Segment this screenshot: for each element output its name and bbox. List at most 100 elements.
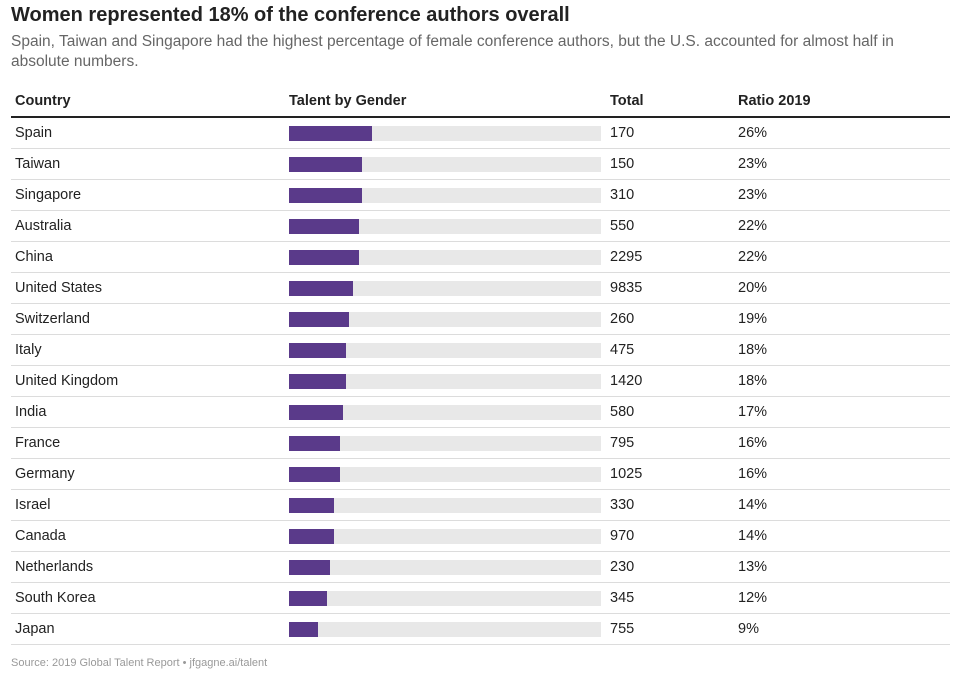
bar bbox=[289, 591, 327, 606]
ratio-value: 17% bbox=[738, 404, 768, 420]
table-row: Japan 755 9% bbox=[11, 614, 950, 645]
total-value: 230 bbox=[610, 559, 635, 575]
table-row: China 2295 22% bbox=[11, 242, 950, 273]
table-row: Spain 170 26% bbox=[11, 118, 950, 149]
ratio-value: 9% bbox=[738, 621, 759, 637]
table-row: Netherlands 230 13% bbox=[11, 552, 950, 583]
column-header-country: Country bbox=[15, 93, 71, 109]
total-value: 1025 bbox=[610, 466, 643, 482]
bar-track bbox=[289, 188, 601, 203]
column-header-talent: Talent by Gender bbox=[289, 93, 407, 109]
country-label: Canada bbox=[15, 528, 66, 544]
ratio-value: 23% bbox=[738, 156, 768, 172]
chart-title: Women represented 18% of the conference … bbox=[11, 4, 570, 26]
total-value: 260 bbox=[610, 311, 635, 327]
table-row: United States 9835 20% bbox=[11, 273, 950, 304]
country-label: Germany bbox=[15, 466, 75, 482]
table-row: India 580 17% bbox=[11, 397, 950, 428]
country-label: Taiwan bbox=[15, 156, 61, 172]
country-label: China bbox=[15, 249, 53, 265]
table-row: Canada 970 14% bbox=[11, 521, 950, 552]
bar bbox=[289, 436, 340, 451]
total-value: 2295 bbox=[610, 249, 643, 265]
table-row: France 795 16% bbox=[11, 428, 950, 459]
column-header-ratio: Ratio 2019 bbox=[738, 93, 811, 109]
table-row: Switzerland 260 19% bbox=[11, 304, 950, 335]
total-value: 9835 bbox=[610, 280, 643, 296]
bar-track bbox=[289, 312, 601, 327]
total-value: 310 bbox=[610, 187, 635, 203]
ratio-value: 13% bbox=[738, 559, 768, 575]
chart-subtitle: Spain, Taiwan and Singapore had the high… bbox=[11, 33, 894, 70]
table-row: Italy 475 18% bbox=[11, 335, 950, 366]
bar bbox=[289, 622, 318, 637]
country-label: South Korea bbox=[15, 590, 96, 606]
total-value: 970 bbox=[610, 528, 635, 544]
table-row: South Korea 345 12% bbox=[11, 583, 950, 614]
table-header: Country Talent by Gender Total Ratio 201… bbox=[11, 88, 950, 118]
bar-track bbox=[289, 126, 601, 141]
total-value: 150 bbox=[610, 156, 635, 172]
bar-track bbox=[289, 157, 601, 172]
ratio-value: 22% bbox=[738, 249, 768, 265]
bar bbox=[289, 529, 334, 544]
ratio-value: 14% bbox=[738, 528, 768, 544]
bar bbox=[289, 312, 349, 327]
bar-track bbox=[289, 250, 601, 265]
ratio-value: 26% bbox=[738, 125, 768, 141]
country-label: Switzerland bbox=[15, 311, 90, 327]
ratio-value: 22% bbox=[738, 218, 768, 234]
bar bbox=[289, 560, 330, 575]
bar-track bbox=[289, 467, 601, 482]
total-value: 170 bbox=[610, 125, 635, 141]
total-value: 755 bbox=[610, 621, 635, 637]
bar-track bbox=[289, 281, 601, 296]
country-label: India bbox=[15, 404, 47, 420]
bar bbox=[289, 374, 346, 389]
country-label: Italy bbox=[15, 342, 42, 358]
table-row: Taiwan 150 23% bbox=[11, 149, 950, 180]
bar-track bbox=[289, 436, 601, 451]
bar-track bbox=[289, 219, 601, 234]
bar-track bbox=[289, 560, 601, 575]
bar bbox=[289, 157, 362, 172]
source-note: Source: 2019 Global Talent Report • jfga… bbox=[11, 657, 268, 669]
bar bbox=[289, 126, 372, 141]
country-label: Singapore bbox=[15, 187, 82, 203]
bar-track bbox=[289, 591, 601, 606]
bar-track bbox=[289, 343, 601, 358]
bar-track bbox=[289, 374, 601, 389]
bar bbox=[289, 343, 346, 358]
total-value: 550 bbox=[610, 218, 635, 234]
country-label: France bbox=[15, 435, 61, 451]
ratio-value: 20% bbox=[738, 280, 768, 296]
bar bbox=[289, 467, 340, 482]
ratio-value: 16% bbox=[738, 466, 768, 482]
bar bbox=[289, 281, 353, 296]
total-value: 475 bbox=[610, 342, 635, 358]
bar bbox=[289, 405, 343, 420]
country-label: Spain bbox=[15, 125, 53, 141]
column-header-total: Total bbox=[610, 93, 644, 109]
table-row: Singapore 310 23% bbox=[11, 180, 950, 211]
data-table: Country Talent by Gender Total Ratio 201… bbox=[11, 88, 950, 645]
table-row: United Kingdom 1420 18% bbox=[11, 366, 950, 397]
total-value: 330 bbox=[610, 497, 635, 513]
total-value: 1420 bbox=[610, 373, 643, 389]
ratio-value: 19% bbox=[738, 311, 768, 327]
bar bbox=[289, 498, 334, 513]
ratio-value: 18% bbox=[738, 373, 768, 389]
total-value: 580 bbox=[610, 404, 635, 420]
bar-track bbox=[289, 529, 601, 544]
country-label: Australia bbox=[15, 218, 72, 234]
total-value: 345 bbox=[610, 590, 635, 606]
ratio-value: 23% bbox=[738, 187, 768, 203]
bar bbox=[289, 219, 359, 234]
country-label: United Kingdom bbox=[15, 373, 119, 389]
table-row: Germany 1025 16% bbox=[11, 459, 950, 490]
country-label: Japan bbox=[15, 621, 55, 637]
bar-track bbox=[289, 622, 601, 637]
country-label: United States bbox=[15, 280, 103, 296]
total-value: 795 bbox=[610, 435, 635, 451]
bar-track bbox=[289, 405, 601, 420]
